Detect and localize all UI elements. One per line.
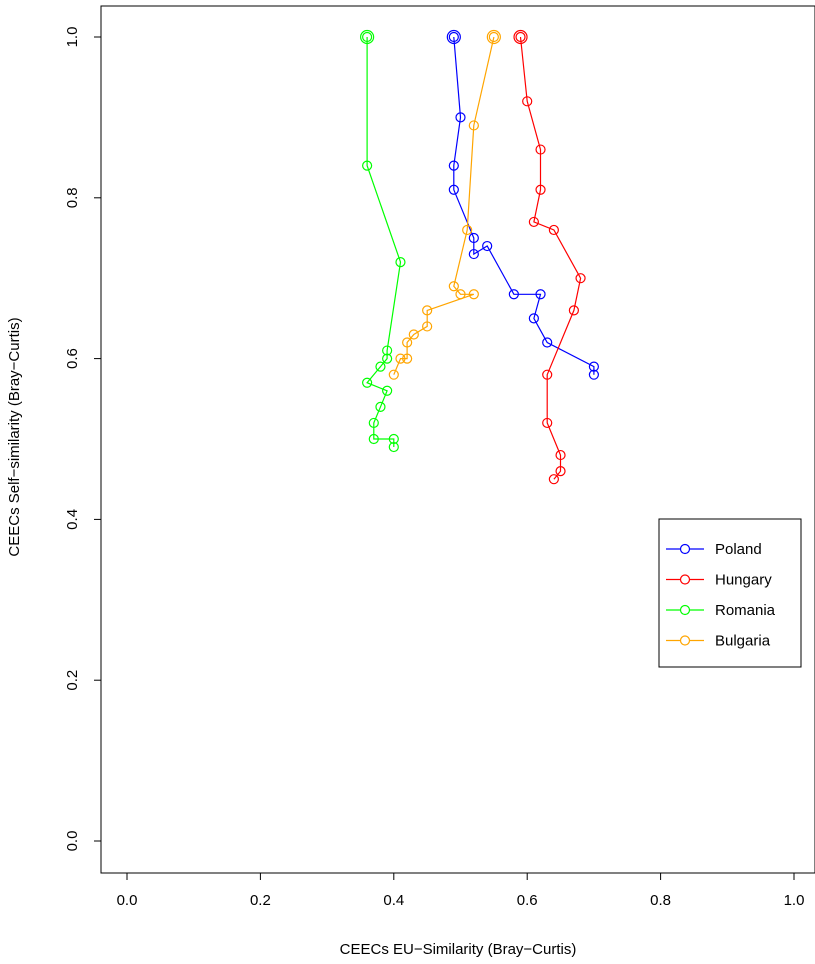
data-point-romania <box>368 433 379 445</box>
series-line-hungary <box>519 36 582 480</box>
start-marker-romania <box>360 29 375 45</box>
legend-item-hungary: Hungary <box>666 572 772 589</box>
data-point-romania <box>382 353 393 364</box>
data-point-poland <box>588 369 600 380</box>
data-point-poland <box>448 184 459 195</box>
data-point-poland <box>542 337 553 348</box>
data-point-poland <box>448 160 459 171</box>
data-point-bulgaria <box>402 337 413 348</box>
data-point-hungary <box>575 273 586 284</box>
data-point-romania <box>362 377 373 388</box>
series-poland <box>446 29 600 380</box>
data-point-bulgaria <box>462 224 473 236</box>
x-axis-title: CEECs EU−Similarity (Bray−Curtis) <box>340 941 577 958</box>
y-axis: 0.0 0.2 0.4 0.6 0.8 1.0 <box>64 27 102 852</box>
data-point-hungary <box>555 449 566 461</box>
legend-item-bulgaria: Bulgaria <box>666 633 771 650</box>
data-point-bulgaria <box>422 305 433 316</box>
legend-label-hungary: Hungary <box>715 572 772 589</box>
legend-label-poland: Poland <box>715 541 762 558</box>
data-point-romania <box>375 401 386 412</box>
data-point-hungary <box>515 31 526 43</box>
legend-swatch-marker <box>679 574 691 585</box>
data-point-bulgaria <box>488 31 499 43</box>
series-line-poland <box>453 36 595 375</box>
data-point-bulgaria <box>468 120 479 131</box>
legend-label-bulgaria: Bulgaria <box>715 633 771 650</box>
data-point-poland <box>468 232 479 244</box>
x-tick-label: 0.4 <box>383 892 404 909</box>
x-tick-label: 1.0 <box>784 892 805 909</box>
data-point-bulgaria <box>402 353 413 364</box>
data-point-romania <box>395 257 406 268</box>
data-point-poland <box>588 361 600 372</box>
y-tick-label: 0.2 <box>64 670 81 691</box>
y-tick-label: 0.8 <box>64 187 81 208</box>
series-layer <box>360 29 600 485</box>
series-line-bulgaria <box>393 36 495 375</box>
legend: Poland Hungary Romania Bulgaria <box>658 518 802 668</box>
y-tick-label: 0.0 <box>64 831 81 852</box>
x-tick-label: 0.0 <box>117 892 138 909</box>
series-hungary <box>513 29 586 485</box>
data-point-hungary <box>528 216 539 228</box>
data-point-hungary <box>535 144 546 155</box>
legend-item-poland: Poland <box>666 541 762 558</box>
series-line-romania <box>366 37 402 447</box>
data-point-bulgaria <box>448 281 459 292</box>
data-point-bulgaria <box>408 329 419 340</box>
data-point-romania <box>388 441 399 453</box>
data-point-bulgaria <box>388 369 399 380</box>
legend-label-romania: Romania <box>715 602 776 619</box>
start-marker-poland <box>446 29 461 45</box>
y-tick-label: 0.4 <box>64 509 81 530</box>
data-point-romania <box>375 361 386 372</box>
legend-swatch-marker <box>679 604 691 616</box>
y-tick-label: 0.6 <box>64 348 81 369</box>
data-point-romania <box>382 385 393 396</box>
data-point-romania <box>388 433 399 445</box>
x-tick-label: 0.6 <box>517 892 538 909</box>
data-point-bulgaria <box>468 289 479 300</box>
data-point-poland <box>508 289 519 300</box>
data-point-romania <box>362 160 373 171</box>
data-point-bulgaria <box>422 321 433 332</box>
data-point-hungary <box>522 96 533 107</box>
start-marker-hungary <box>513 29 528 45</box>
data-point-hungary <box>548 224 559 236</box>
data-point-hungary <box>542 369 553 380</box>
data-point-romania <box>368 417 379 429</box>
series-bulgaria <box>388 29 501 380</box>
legend-swatch-marker <box>679 543 691 555</box>
y-axis-title: CEECs Self−similarity (Bray−Curtis) <box>6 317 23 556</box>
data-point-romania <box>382 345 393 356</box>
data-point-hungary <box>535 184 546 195</box>
legend-swatch-marker <box>679 635 691 646</box>
data-point-poland <box>455 112 466 123</box>
data-point-romania <box>362 31 373 43</box>
data-point-poland <box>528 313 539 324</box>
data-point-hungary <box>542 417 553 429</box>
data-point-bulgaria <box>455 289 466 300</box>
data-point-poland <box>468 248 479 260</box>
data-point-hungary <box>555 466 566 477</box>
data-point-poland <box>482 240 493 252</box>
data-point-bulgaria <box>395 353 406 364</box>
data-point-hungary <box>568 305 579 316</box>
x-tick-label: 0.2 <box>250 892 271 909</box>
x-tick-label: 0.8 <box>650 892 671 909</box>
series-romania <box>360 29 406 453</box>
legend-item-romania: Romania <box>666 602 776 619</box>
start-marker-bulgaria <box>486 29 501 45</box>
data-point-poland <box>448 31 459 43</box>
y-tick-label: 1.0 <box>64 27 81 48</box>
data-point-hungary <box>548 474 559 485</box>
x-axis: 0.0 0.2 0.4 0.6 0.8 1.0 <box>117 872 805 909</box>
data-point-poland <box>535 289 546 300</box>
